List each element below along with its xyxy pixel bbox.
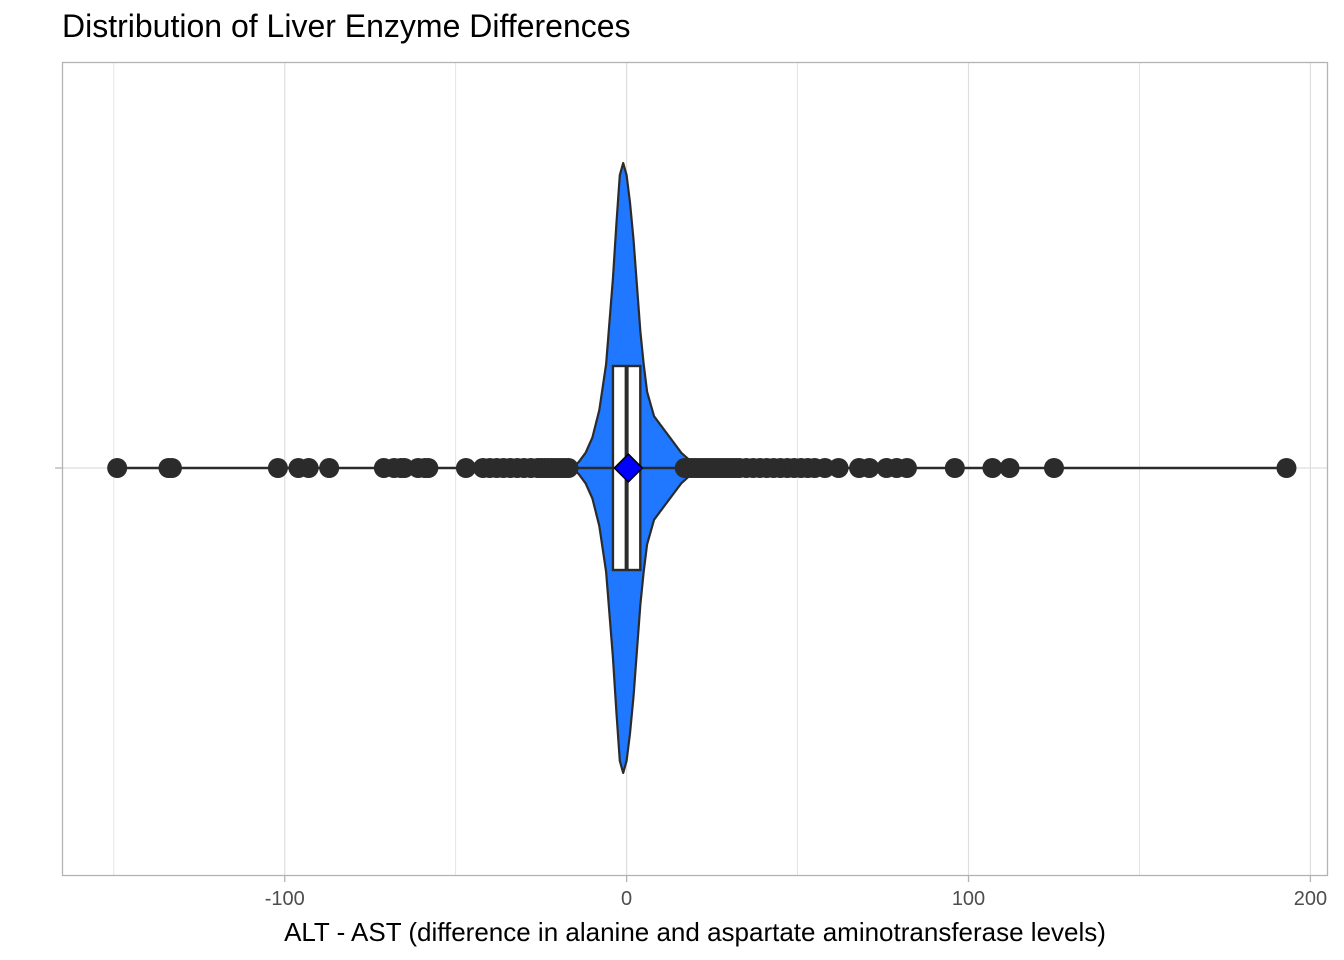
outlier-point (107, 458, 128, 478)
outlier-point (319, 458, 340, 478)
outlier-points (107, 458, 1297, 478)
outlier-point (828, 458, 849, 478)
x-axis-title: ALT - AST (difference in alanine and asp… (284, 917, 1106, 947)
outlier-point (982, 458, 1003, 478)
x-tick-label: 100 (952, 888, 985, 910)
outlier-point (558, 458, 579, 478)
outlier-point (999, 458, 1020, 478)
outlier-point (859, 458, 880, 478)
outlier-point (267, 458, 288, 478)
outlier-point (455, 458, 476, 478)
outlier-point (896, 458, 917, 478)
outlier-point (298, 458, 319, 478)
outlier-point (418, 458, 439, 478)
panel-border (61, 61, 1329, 877)
x-tick-label: -100 (265, 888, 305, 910)
x-tick-label: 0 (621, 888, 632, 910)
outlier-point (944, 458, 965, 478)
mean-diamond (613, 452, 644, 484)
x-axis-ticks: -100 0 100 200 (265, 875, 1327, 910)
outlier-point (394, 458, 415, 478)
outlier-point (1043, 458, 1064, 478)
chart-title: Distribution of Liver Enzyme Differences (62, 8, 631, 44)
outlier-point (814, 458, 835, 478)
outlier-point (1276, 458, 1297, 478)
outlier-point (161, 458, 182, 478)
x-tick-label: 200 (1294, 888, 1327, 910)
